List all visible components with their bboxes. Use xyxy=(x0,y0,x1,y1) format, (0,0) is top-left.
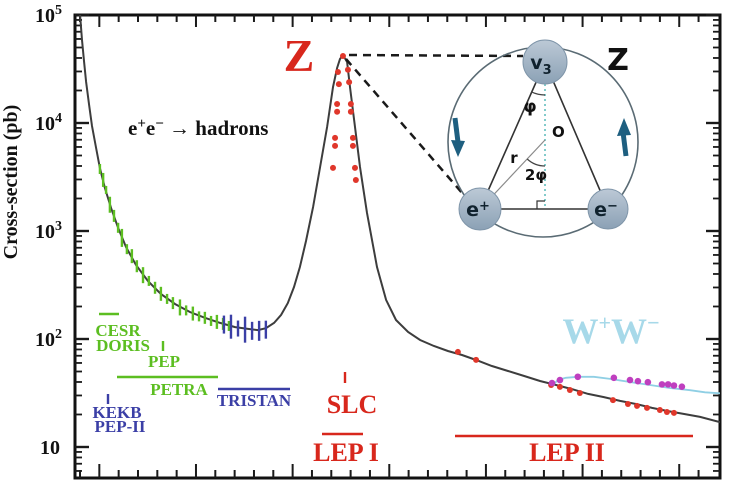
red-z-point xyxy=(344,66,351,73)
inset-phi-arc xyxy=(531,91,546,96)
label-pep-ii: PEP-II xyxy=(95,417,146,436)
label-lep1: LEP I xyxy=(313,438,379,467)
red-lep2-point xyxy=(670,409,677,416)
magenta-ww-point xyxy=(548,379,556,387)
magenta-ww-point xyxy=(610,374,618,382)
rotation-arrow-left-icon xyxy=(452,117,461,143)
red-z-point xyxy=(339,53,346,60)
red-z-point xyxy=(334,108,341,115)
hadrons-curve xyxy=(79,15,720,424)
red-lep2-point xyxy=(566,387,573,394)
red-lep2-point xyxy=(556,383,563,390)
inset-node-e-minus xyxy=(587,188,629,230)
inset-center-o-label: O xyxy=(552,123,565,141)
axis-ticks xyxy=(75,13,720,478)
red-lep2-point xyxy=(576,390,583,397)
dashed-line-horizontal xyxy=(348,53,524,58)
magenta-ww-point xyxy=(658,381,666,388)
red-z-point xyxy=(334,68,341,75)
label-kekb: KEKB xyxy=(92,403,141,422)
callout-dashed-lines xyxy=(345,53,524,195)
label-petra: PETRA xyxy=(150,380,208,399)
red-z-point xyxy=(351,164,358,171)
ww-label: W+W− xyxy=(562,310,659,351)
magenta-ww-point xyxy=(574,373,582,381)
red-z-point xyxy=(332,142,339,149)
magenta-ww-point xyxy=(556,376,564,384)
data-curves xyxy=(79,15,720,424)
inset-e-minus-label: e− xyxy=(594,199,618,221)
y-axis-title: Cross-section (pb) xyxy=(0,105,22,260)
plot-frame xyxy=(73,13,722,480)
inset-z-label: Z xyxy=(607,43,629,78)
inset-r-label: r xyxy=(510,149,518,167)
data-error-bars xyxy=(98,164,268,343)
inset-right-angle-marker xyxy=(536,200,545,209)
ww-curve xyxy=(551,375,720,395)
y-tick-label-1e4: 104 xyxy=(35,111,62,135)
red-z-point xyxy=(349,134,356,141)
inset-e-plus-label: e+ xyxy=(466,199,490,221)
red-lep2-point xyxy=(609,397,616,404)
magenta-ww-point xyxy=(664,381,672,388)
inset-2phi-label: 2φ xyxy=(525,166,547,184)
inset-node-e-plus xyxy=(458,187,502,231)
red-z-point xyxy=(335,81,342,88)
rotation-arrow-left-head-icon xyxy=(451,140,465,157)
magenta-ww-point xyxy=(644,378,652,386)
experiment-markers xyxy=(99,312,693,438)
inset-phi-label: φ xyxy=(523,97,536,117)
inset-z-triangle-diagram: Z v3 e+ e− O φ r 2φ xyxy=(447,39,639,238)
label-pep: PEP xyxy=(148,352,180,371)
magenta-ww-point xyxy=(626,376,634,384)
rotation-arrow-right-icon xyxy=(620,131,629,157)
label-tristan: TRISTAN xyxy=(217,391,292,410)
red-z-point xyxy=(347,100,354,107)
red-lep2-point xyxy=(634,402,641,409)
label-doris: DORIS xyxy=(96,336,150,355)
label-cesr: CESR xyxy=(95,321,141,340)
z-peak-label: Z xyxy=(284,30,315,81)
magenta-ww-point xyxy=(678,383,686,390)
label-slc: SLC xyxy=(327,390,378,419)
magenta-ww-point xyxy=(634,377,642,385)
red-lep2-point xyxy=(663,408,670,415)
dashed-line-diagonal xyxy=(345,58,464,195)
label-lep2: LEP II xyxy=(529,438,605,467)
inset-v3-label: v3 xyxy=(530,52,551,78)
red-lep2-point xyxy=(454,348,461,355)
red-lep2-point xyxy=(643,404,650,411)
inset-2phi-arc xyxy=(526,158,546,167)
magenta-ww-point xyxy=(670,382,678,389)
y-tick-label-1e2: 102 xyxy=(35,327,62,351)
red-lep2-point xyxy=(656,407,663,414)
red-z-point xyxy=(346,79,353,86)
rotation-arrow-right-head-icon xyxy=(617,118,631,136)
data-points xyxy=(329,53,686,416)
red-z-point xyxy=(347,108,354,115)
process-label: e+e− → hadrons xyxy=(128,116,268,140)
red-lep2-point xyxy=(624,401,631,408)
y-tick-label-1e5: 105 xyxy=(35,3,62,27)
red-z-point xyxy=(329,164,336,171)
y-tick-label-10: 10 xyxy=(40,437,60,459)
red-z-point xyxy=(334,100,341,107)
inset-node-v3 xyxy=(522,39,568,85)
red-z-point xyxy=(352,176,359,183)
red-lep2-point xyxy=(473,356,480,363)
red-z-point xyxy=(349,142,356,149)
red-z-point xyxy=(332,134,339,141)
y-tick-label-1e3: 103 xyxy=(35,219,62,243)
